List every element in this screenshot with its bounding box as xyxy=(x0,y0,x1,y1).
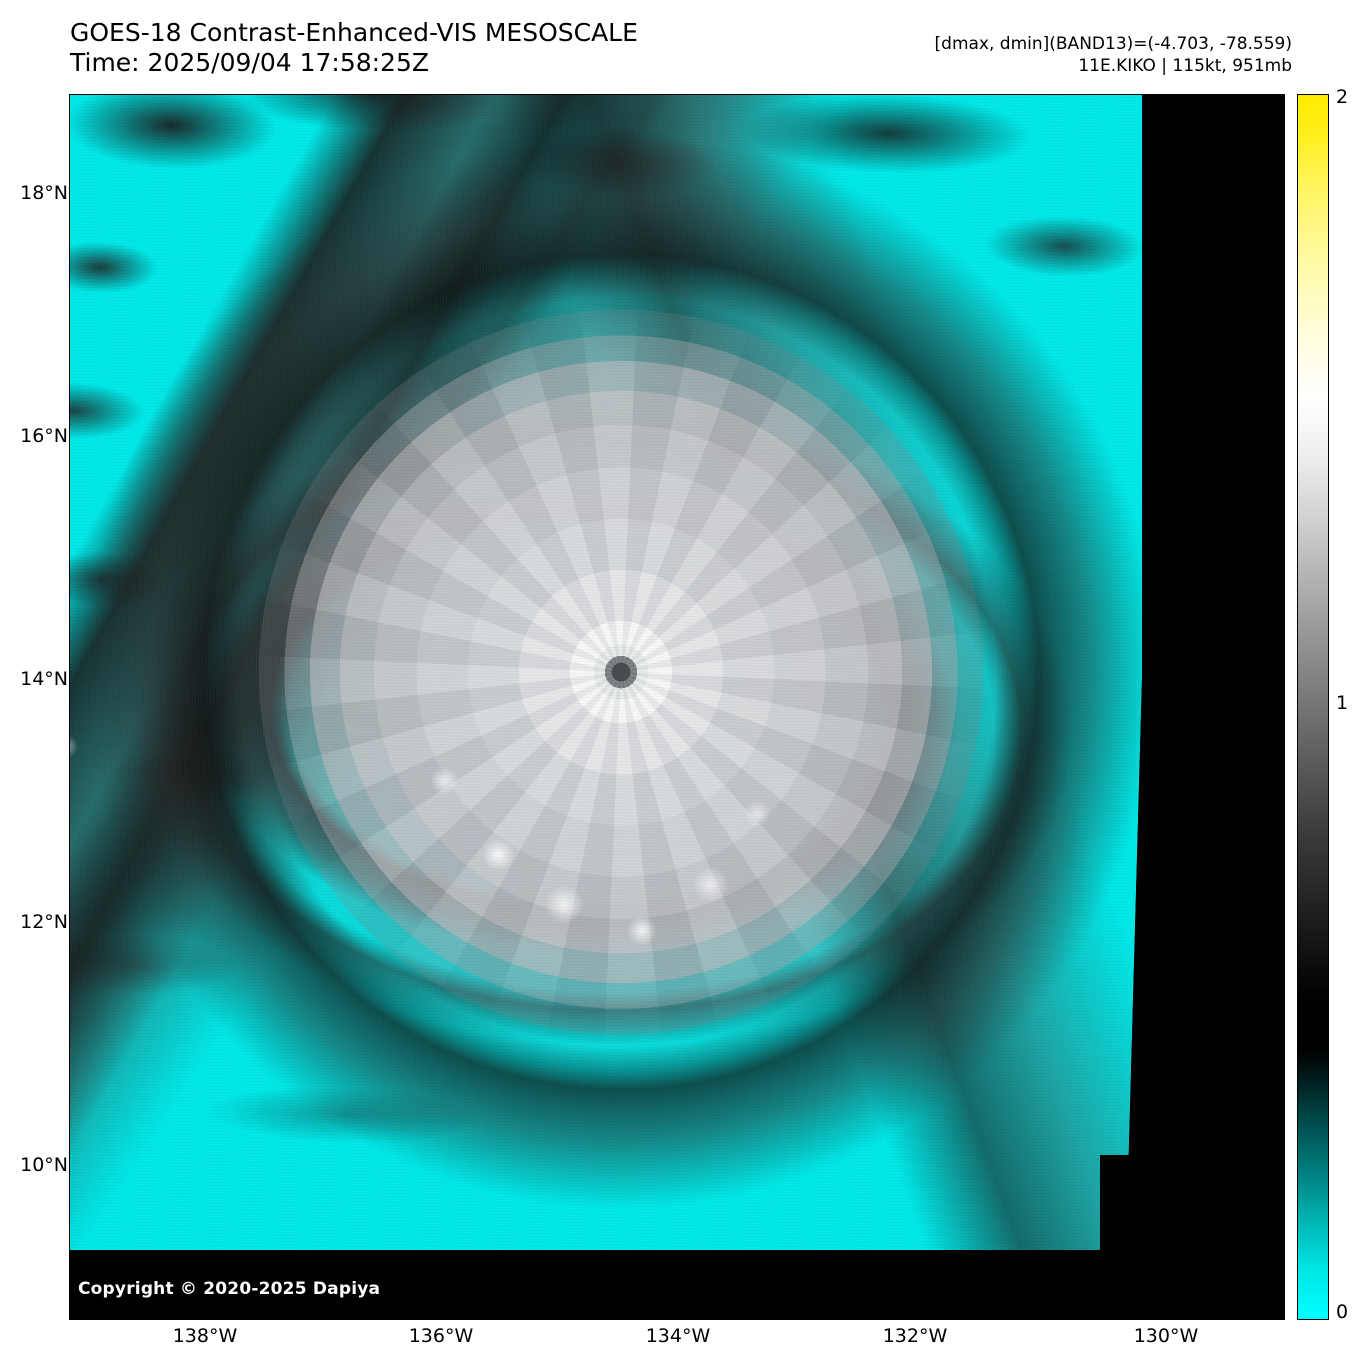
colorbar[interactable] xyxy=(1297,94,1329,1320)
satellite-swath xyxy=(70,95,1159,1281)
copyright-label: Copyright © 2020-2025 Dapiya xyxy=(78,1279,381,1299)
x-axis-tick-136w: 136°W xyxy=(408,1325,474,1347)
y-axis-tick-14n: 14°N xyxy=(20,668,68,690)
x-axis-tick-132w: 132°W xyxy=(882,1325,948,1347)
x-axis-tick-130w: 130°W xyxy=(1133,1325,1199,1347)
colorbar-tick-0: 0 xyxy=(1336,1301,1349,1323)
x-axis-tick-138w: 138°W xyxy=(172,1325,238,1347)
satellite-canvas xyxy=(70,95,1284,1319)
pixel-noise-layer xyxy=(70,95,1159,1281)
swath-padding-right xyxy=(1142,95,1284,1319)
y-axis-tick-10n: 10°N xyxy=(20,1154,68,1176)
page-title: GOES-18 Contrast-Enhanced-VIS MESOSCALE xyxy=(70,18,638,47)
swath-padding-corner xyxy=(1100,1155,1284,1319)
title-block: GOES-18 Contrast-Enhanced-VIS MESOSCALE … xyxy=(70,18,638,78)
timestamp-label: Time: 2025/09/04 17:58:25Z xyxy=(70,48,429,77)
y-axis-tick-12n: 12°N xyxy=(20,911,68,933)
y-axis-tick-16n: 16°N xyxy=(20,425,68,447)
metadata-block: [dmax, dmin](BAND13)=(-4.703, -78.559) 1… xyxy=(935,33,1292,77)
storm-info-label: 11E.KIKO | 115kt, 951mb xyxy=(1078,56,1292,76)
colorbar-tick-1: 1 xyxy=(1336,692,1349,714)
satellite-image-plot[interactable] xyxy=(69,94,1285,1320)
swath-padding-bottom xyxy=(70,1250,1284,1319)
data-range-label: [dmax, dmin](BAND13)=(-4.703, -78.559) xyxy=(934,34,1292,54)
y-axis-tick-18n: 18°N xyxy=(20,182,68,204)
x-axis-tick-134w: 134°W xyxy=(645,1325,711,1347)
colorbar-tick-2: 2 xyxy=(1336,86,1349,108)
